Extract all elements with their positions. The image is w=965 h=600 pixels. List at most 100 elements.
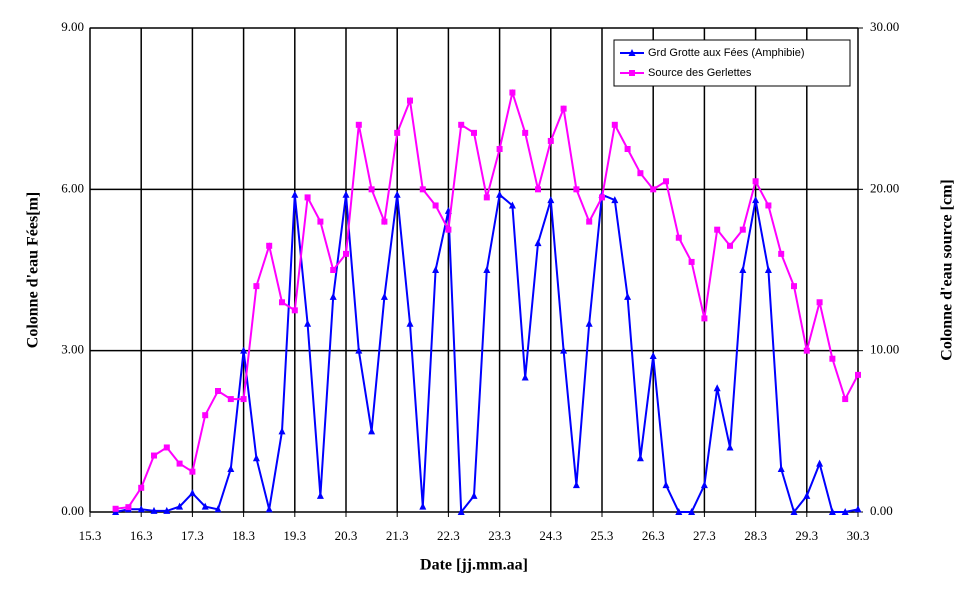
x-tick-label: 26.3 xyxy=(642,528,665,543)
legend-marker xyxy=(628,49,636,56)
marker xyxy=(662,481,670,489)
marker xyxy=(138,484,145,491)
x-tick-label: 24.3 xyxy=(539,528,562,543)
plot-frame xyxy=(89,27,859,513)
marker xyxy=(150,506,158,514)
x-tick-label: 23.3 xyxy=(488,528,511,543)
x-tick-label: 29.3 xyxy=(795,528,818,543)
marker xyxy=(227,396,234,403)
marker xyxy=(240,396,247,403)
marker xyxy=(829,355,836,362)
marker xyxy=(534,239,542,247)
marker xyxy=(714,226,721,233)
marker xyxy=(496,190,504,198)
marker xyxy=(342,190,350,198)
marker xyxy=(752,178,759,185)
x-tick-label: 28.3 xyxy=(744,528,767,543)
x-tick-label: 18.3 xyxy=(232,528,255,543)
marker xyxy=(471,129,477,136)
marker xyxy=(151,452,157,459)
marker xyxy=(586,218,593,225)
marker xyxy=(675,508,683,515)
marker xyxy=(700,481,708,489)
y2-tick-label: 20.00 xyxy=(870,180,899,195)
marker xyxy=(688,258,695,265)
x-tick-label: 27.3 xyxy=(693,528,716,543)
marker xyxy=(855,371,861,378)
marker xyxy=(266,242,273,249)
marker xyxy=(291,307,298,314)
marker xyxy=(343,250,349,257)
marker xyxy=(163,506,171,514)
x-axis-title: Date [jj.mm.aa] xyxy=(420,557,528,574)
marker xyxy=(508,201,516,209)
marker xyxy=(176,502,184,510)
marker xyxy=(560,346,568,354)
marker xyxy=(726,443,734,451)
marker xyxy=(649,352,657,360)
marker xyxy=(188,489,196,497)
marker xyxy=(202,412,209,419)
marker xyxy=(560,105,567,112)
marker xyxy=(215,388,221,394)
y-tick-label: 9.00 xyxy=(61,19,84,34)
marker xyxy=(317,218,324,225)
marker xyxy=(432,202,439,209)
marker xyxy=(252,454,260,462)
marker xyxy=(701,315,708,322)
x-tick-label: 21.3 xyxy=(386,528,409,543)
y-tick-label: 0.00 xyxy=(61,503,84,518)
marker xyxy=(599,194,605,201)
marker xyxy=(521,373,529,381)
marker xyxy=(470,491,478,499)
marker xyxy=(291,190,299,198)
x-tick-label: 20.3 xyxy=(335,528,358,543)
marker xyxy=(368,427,376,435)
marker xyxy=(727,242,733,249)
marker xyxy=(457,508,465,515)
marker xyxy=(393,190,401,198)
marker xyxy=(419,186,426,193)
y2-tick-label: 30.00 xyxy=(870,19,899,34)
marker xyxy=(752,196,760,204)
marker xyxy=(316,491,324,499)
marker xyxy=(841,508,849,515)
marker xyxy=(803,491,811,499)
marker xyxy=(304,319,312,327)
x-tick-label: 16.3 xyxy=(130,528,153,543)
marker xyxy=(778,250,785,257)
marker xyxy=(381,218,388,225)
marker xyxy=(189,468,196,475)
marker xyxy=(624,146,631,152)
marker xyxy=(304,194,311,201)
x-tick-label: 19.3 xyxy=(283,528,306,543)
marker xyxy=(445,226,452,233)
x-tick-label: 30.3 xyxy=(847,528,870,543)
marker xyxy=(764,266,772,273)
legend-box xyxy=(613,39,851,87)
series-markers xyxy=(112,89,861,512)
series-line xyxy=(115,192,859,515)
marker xyxy=(483,194,490,201)
marker xyxy=(214,505,222,513)
marker xyxy=(380,292,388,300)
marker xyxy=(227,464,235,472)
marker xyxy=(265,505,273,513)
x-tick-label: 17.3 xyxy=(181,528,204,543)
marker xyxy=(573,186,580,193)
marker xyxy=(611,196,619,204)
marker xyxy=(842,396,849,403)
marker xyxy=(688,508,696,515)
marker xyxy=(636,454,644,462)
marker xyxy=(650,186,657,193)
marker xyxy=(355,121,362,128)
marker xyxy=(816,459,824,467)
marker xyxy=(522,129,529,136)
marker xyxy=(790,508,798,515)
marker xyxy=(240,346,248,354)
series-line xyxy=(115,88,859,510)
marker xyxy=(368,186,375,193)
marker xyxy=(253,283,260,290)
y-tick-label: 3.00 xyxy=(61,342,84,357)
